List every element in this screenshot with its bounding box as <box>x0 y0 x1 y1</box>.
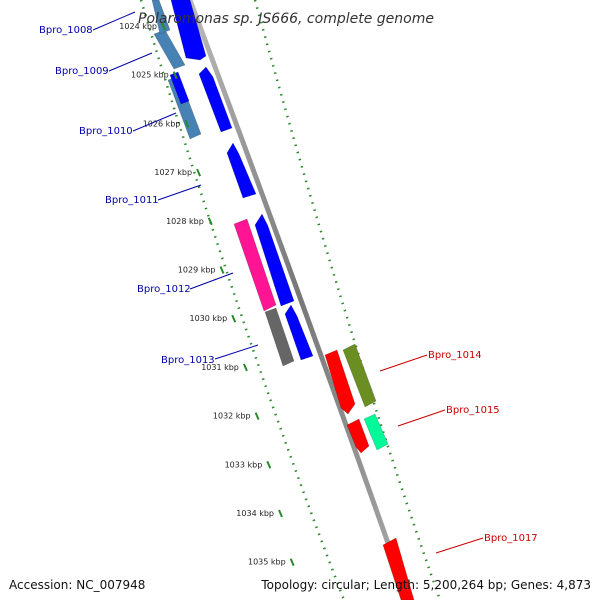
gene-label-leader <box>157 184 202 201</box>
tick-mark <box>289 558 295 567</box>
gene-label-layer: Bpro_1008 Bpro_1009 Bpro_1010 Bpro_1011 Bpro… <box>39 11 538 554</box>
tick-mark <box>254 412 260 420</box>
map-title: Polaromonas sp. JS666, complete genome <box>138 11 434 27</box>
gene-label[interactable]: Bpro_1011 <box>105 195 159 206</box>
gene-label[interactable]: Bpro_1008 <box>39 25 93 36</box>
tick-label: 1024 kbp <box>119 22 157 31</box>
gene-feature-arrow[interactable] <box>284 304 314 361</box>
gene-label[interactable]: Bpro_1010 <box>79 126 133 137</box>
genome-backbone <box>187 0 411 600</box>
gene-label-leader <box>132 112 177 132</box>
gene-feature-arrow[interactable] <box>233 218 277 312</box>
gene-feature-arrow[interactable] <box>363 413 389 451</box>
gene-feature-arrow[interactable] <box>151 0 171 35</box>
gene-feature-arrow[interactable] <box>342 343 377 408</box>
gene-label[interactable]: Bpro_1009 <box>55 66 109 77</box>
tick-mark <box>231 314 237 323</box>
gene-label-leader <box>108 52 153 72</box>
accession-text: Accession: NC_007948 <box>9 578 146 592</box>
gene-label-leader <box>92 11 136 31</box>
gene-feature-arrow[interactable] <box>226 142 257 199</box>
gene-feature-arrow[interactable] <box>346 418 370 454</box>
tick-mark <box>196 168 202 177</box>
gene-feature-arrow[interactable] <box>382 537 415 600</box>
tick-label: 1035 kbp <box>248 558 286 567</box>
tick-label: 1027 kbp <box>154 168 192 177</box>
gene-label-leader <box>189 272 234 290</box>
gene-label-leader <box>379 354 428 372</box>
tick-mark <box>242 363 248 372</box>
tick-mark <box>184 120 190 128</box>
tick-mark <box>172 71 178 80</box>
gene-feature-arrow[interactable] <box>254 213 295 307</box>
tick-mark <box>278 509 283 518</box>
tick-mark <box>266 460 272 469</box>
gene-label[interactable]: Bpro_1017 <box>484 533 538 544</box>
tick-label: 1025 kbp <box>131 71 169 80</box>
gene-feature-arrow[interactable] <box>198 66 233 133</box>
tick-mark <box>161 22 166 31</box>
gene-label[interactable]: Bpro_1015 <box>446 405 500 416</box>
gene-label-leader <box>397 409 446 427</box>
tick-label: 1034 kbp <box>236 509 274 518</box>
gene-feature-arrow[interactable] <box>153 29 186 70</box>
gene-label-leader <box>214 344 259 360</box>
tick-label: 1030 kbp <box>189 314 227 323</box>
tick-label: 1031 kbp <box>201 363 239 372</box>
gene-feature-arrow[interactable] <box>324 349 356 415</box>
gene-label-leader <box>435 537 484 554</box>
gene-feature-arrow[interactable] <box>170 0 207 61</box>
tick-label: 1032 kbp <box>213 412 251 421</box>
tick-label: 1028 kbp <box>166 217 204 226</box>
tick-layer: 1024 kbp 1025 kbp 1026 kbp 1027 kbp 1028 kbp… <box>119 22 295 567</box>
tick-mark <box>219 266 225 274</box>
gene-label[interactable]: Bpro_1014 <box>428 350 482 361</box>
tick-label: 1033 kbp <box>225 460 263 469</box>
gene-label[interactable]: Bpro_1013 <box>161 355 215 366</box>
genome-summary-text: Topology: circular; Length: 5,200,264 bp… <box>261 578 591 592</box>
inner-tick-track <box>139 0 346 600</box>
gene-feature-arrow[interactable] <box>264 307 295 367</box>
gene-label[interactable]: Bpro_1012 <box>137 284 191 295</box>
tick-mark <box>207 217 213 226</box>
tick-label: 1026 kbp <box>143 119 181 128</box>
tick-label: 1029 kbp <box>178 266 216 275</box>
